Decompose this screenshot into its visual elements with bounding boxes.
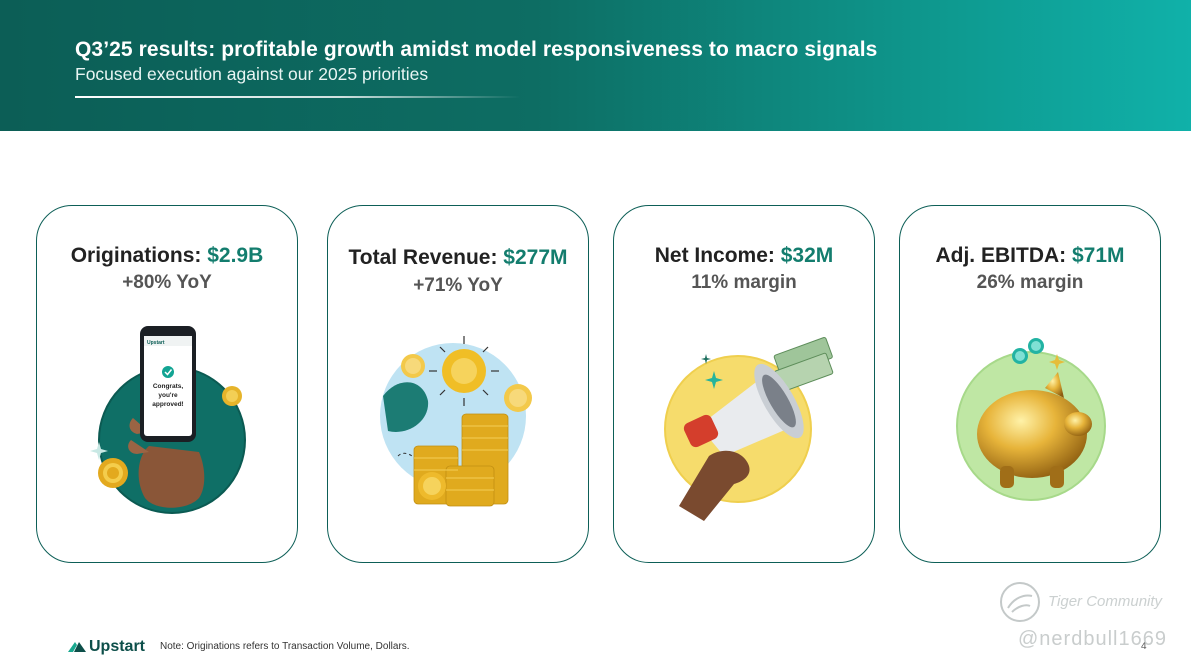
page-subtitle: Focused execution against our 2025 prior… [75, 64, 429, 84]
card-total-revenue: Total Revenue: $277M +71% YoY [327, 205, 589, 563]
title-underline [75, 96, 520, 98]
metric-label: Total Revenue: [348, 246, 504, 269]
upstart-logo: Upstart [68, 638, 145, 656]
metric-value: $277M [503, 246, 568, 269]
footnote: Note: Originations refers to Transaction… [160, 641, 410, 652]
tiger-community-icon [1000, 582, 1040, 622]
metric-sub: 11% margin [691, 272, 797, 293]
metric-title: Net Income: $32M [614, 244, 874, 268]
page-title: Q3’25 results: profitable growth amidst … [75, 38, 878, 61]
phone-msg-2: you're [158, 392, 178, 399]
piggy-bank-illustration [956, 338, 1106, 501]
watermark-text: Tiger Community [1048, 593, 1163, 610]
megaphone-illustration [664, 337, 834, 521]
upstart-logo-icon [68, 642, 86, 652]
card-net-income: Net Income: $32M 11% margin [613, 205, 875, 563]
metric-label: Originations: [70, 244, 208, 267]
card-originations: Originations: $2.9B +80% YoY Upstart Con… [36, 205, 298, 563]
watermark-user: @nerdbull1669 [1018, 628, 1167, 650]
card-adj-ebitda: Adj. EBITDA: $71M 26% margin [899, 205, 1161, 563]
upstart-logo-text: Upstart [89, 638, 146, 655]
metric-title: Total Revenue: $277M [328, 246, 588, 270]
metric-sub: 26% margin [976, 272, 1084, 293]
page-number: 4 [1141, 641, 1147, 652]
metric-label: Adj. EBITDA: [935, 244, 1072, 267]
metric-sub: +71% YoY [413, 275, 503, 296]
metric-title: Adj. EBITDA: $71M [900, 244, 1160, 268]
header-banner: Q3’25 results: profitable growth amidst … [0, 0, 1191, 131]
phone-msg-1: Congrats, [153, 383, 184, 390]
metric-value: $2.9B [207, 244, 264, 267]
metric-value: $32M [780, 244, 834, 267]
phone-msg-3: approved! [152, 401, 183, 408]
coins-illustration [380, 336, 532, 507]
metric-sub: +80% YoY [122, 272, 212, 293]
phone-brand: Upstart [147, 340, 165, 346]
metric-title: Originations: $2.9B [37, 244, 297, 268]
metric-label: Net Income: [654, 244, 781, 267]
phone-approval-illustration: Upstart Congrats, you're approved! [90, 326, 246, 514]
metric-value: $71M [1071, 244, 1125, 267]
